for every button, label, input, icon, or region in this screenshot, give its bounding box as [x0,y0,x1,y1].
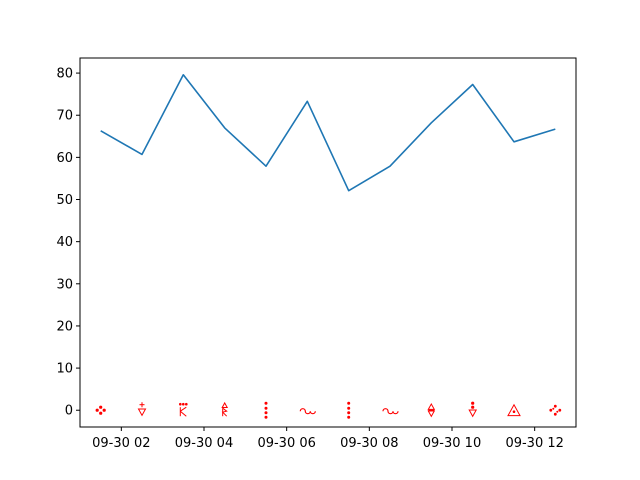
x-tick-label: 09-30 06 [257,436,315,451]
marker-glyph [299,408,316,415]
y-tick-label: 80 [56,67,73,82]
marker-glyph [427,402,436,418]
x-tick-label: 09-30 04 [175,436,233,451]
y-tick-label: 60 [56,151,73,166]
marker-layer [95,401,562,419]
series-line [100,74,556,192]
x-tick-label: 09-30 02 [92,436,150,451]
marker-glyph [264,401,268,419]
y-tick-label: 50 [56,193,73,208]
y-tick-label: 20 [56,319,73,334]
marker-glyph [347,401,351,419]
marker-glyph [468,401,478,418]
plot-frame [79,57,577,428]
marker-glyph [221,401,229,417]
x-tick-label: 09-30 12 [505,436,563,451]
series-layer [100,74,556,192]
x-tick-label: 09-30 08 [340,436,398,451]
marker-glyph [382,408,399,415]
marker-glyph [95,405,106,415]
y-tick-label: 10 [56,362,73,377]
y-tick-label: 30 [56,277,73,292]
x-tick-label: 09-30 10 [423,436,481,451]
marker-glyph [137,402,147,417]
x-axis: 09-30 02 09-30 04 09-30 06 09-30 08 09-30 10… [92,427,564,451]
y-tick-label: 0 [65,404,73,419]
y-tick-label: 40 [56,235,73,250]
marker-glyph [179,402,188,417]
y-tick-label: 70 [56,109,73,124]
y-axis: 0 10 20 30 40 50 60 70 80 [56,67,80,419]
marker-glyph [507,403,521,417]
marker-glyph [549,404,562,416]
